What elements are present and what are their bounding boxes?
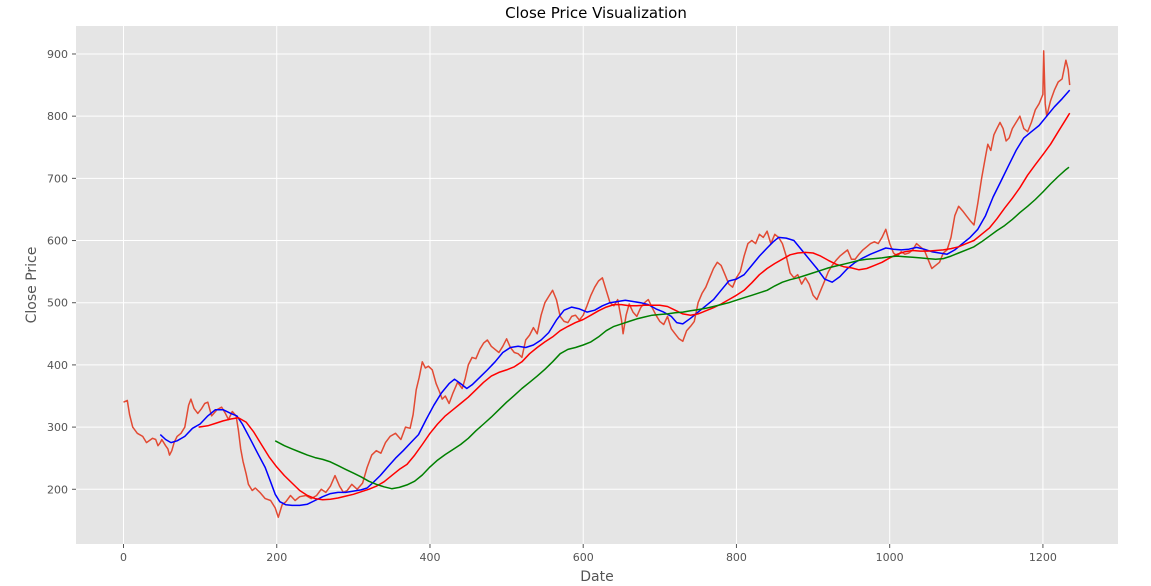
x-axis-title: Date bbox=[580, 569, 613, 585]
series-line-1 bbox=[123, 50, 1071, 519]
x-tick-label: 1000 bbox=[876, 551, 904, 564]
x-tick-label: 200 bbox=[266, 551, 287, 564]
series-line-3 bbox=[198, 112, 1071, 501]
series-layer bbox=[123, 50, 1071, 519]
y-tick-label: 600 bbox=[47, 235, 68, 248]
series-line-4 bbox=[274, 166, 1070, 490]
y-tick-label: 400 bbox=[47, 359, 68, 372]
x-tick-label: 1200 bbox=[1029, 551, 1057, 564]
x-gridlines bbox=[123, 26, 1044, 544]
y-tick-label: 500 bbox=[47, 297, 68, 310]
chart-title: Close Price Visualization bbox=[505, 4, 687, 22]
x-tick-label: 0 bbox=[120, 551, 127, 564]
y-tick-label: 900 bbox=[47, 48, 68, 61]
y-axis-ticks: 200 300 400 500 600 700 800 900 bbox=[47, 48, 76, 496]
y-tick-label: 300 bbox=[47, 421, 68, 434]
y-tick-label: 800 bbox=[47, 110, 68, 123]
y-tick-label: 700 bbox=[47, 172, 68, 185]
x-tick-label: 400 bbox=[419, 551, 440, 564]
y-tick-label: 200 bbox=[47, 483, 68, 496]
plot-background bbox=[76, 26, 1118, 544]
y-gridlines bbox=[76, 53, 1118, 490]
x-tick-label: 600 bbox=[573, 551, 594, 564]
x-tick-label: 800 bbox=[726, 551, 747, 564]
x-axis-ticks: 0 200 400 600 800 1000 1200 bbox=[120, 544, 1057, 564]
y-axis-title: Close Price bbox=[24, 247, 40, 324]
series-line-2 bbox=[159, 89, 1071, 507]
